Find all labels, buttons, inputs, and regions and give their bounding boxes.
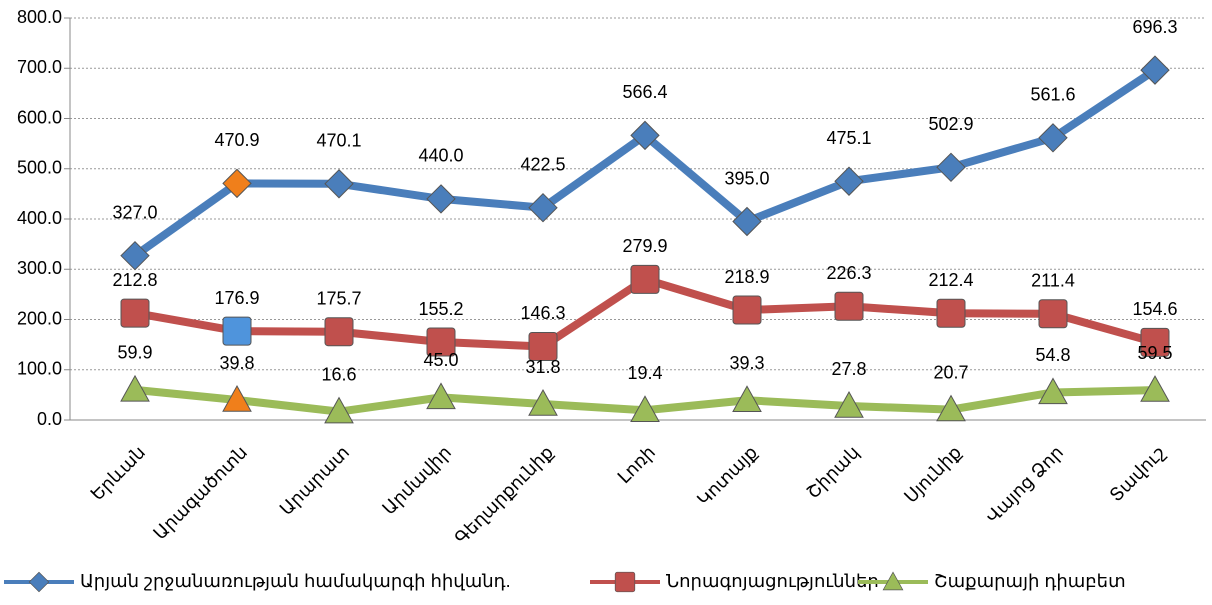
data-point — [528, 388, 558, 416]
x-tick-label: Արագածոտն — [150, 442, 252, 544]
data-point — [732, 295, 762, 325]
legend-symbol — [614, 571, 636, 593]
data-point — [426, 184, 456, 214]
data-point — [528, 331, 558, 361]
data-point — [834, 291, 864, 321]
data-point — [1038, 377, 1068, 405]
data-point — [936, 152, 966, 182]
data-label: 212.4 — [928, 270, 973, 290]
data-point — [426, 382, 456, 410]
data-label: 176.9 — [214, 288, 259, 308]
data-label: 155.2 — [418, 299, 463, 319]
data-label: 59.9 — [117, 343, 152, 363]
y-tick-label: 600.0 — [17, 107, 62, 127]
data-label: 696.3 — [1132, 17, 1177, 37]
data-point — [324, 169, 354, 199]
data-label: 218.9 — [724, 267, 769, 287]
data-label: 475.1 — [826, 128, 871, 148]
x-tick-label: Երևան — [87, 442, 149, 504]
data-label: 154.6 — [1132, 299, 1177, 319]
x-tick-label: Լոռի — [614, 442, 659, 487]
x-tick-label: Արարատ — [276, 442, 353, 519]
data-point — [120, 298, 150, 328]
data-point — [936, 394, 966, 422]
data-label: 175.7 — [316, 288, 361, 308]
data-point — [1038, 123, 1068, 153]
data-label: 54.8 — [1035, 345, 1070, 365]
data-point — [630, 120, 660, 151]
data-point — [426, 327, 456, 357]
x-tick-label: Տավուշ — [1106, 442, 1170, 506]
data-point — [120, 374, 150, 402]
data-label: 395.0 — [724, 168, 769, 188]
legend-marker — [614, 571, 636, 593]
legend-marker — [28, 571, 50, 593]
data-label: 45.0 — [423, 350, 458, 370]
data-label: 566.4 — [622, 82, 667, 102]
legend-label: Շաքարայի դիաբետ — [934, 571, 1126, 591]
data-point — [222, 316, 252, 346]
data-label: 27.8 — [831, 359, 866, 379]
x-tick-label: Կոտայք — [693, 442, 761, 510]
legend-symbol — [882, 571, 904, 591]
y-tick-label: 500.0 — [17, 158, 62, 178]
data-label: 470.9 — [214, 130, 259, 150]
data-point — [528, 192, 558, 223]
data-label: 31.8 — [525, 357, 560, 377]
legend-marker — [882, 571, 904, 591]
y-tick-label: 100.0 — [17, 359, 62, 379]
data-point — [324, 317, 354, 347]
data-point — [222, 168, 252, 199]
y-tick-label: 700.0 — [17, 57, 62, 77]
data-label: 211.4 — [1031, 271, 1075, 291]
y-tick-label: 800.0 — [17, 7, 62, 27]
x-tick-label: Շիրակ — [803, 442, 863, 502]
data-point — [834, 391, 864, 418]
data-label: 440.0 — [418, 146, 463, 166]
data-label: 20.7 — [933, 362, 968, 382]
data-label: 470.1 — [316, 131, 361, 151]
y-tick-label: 400.0 — [17, 208, 62, 228]
x-tick-label: Սյունիք — [900, 442, 965, 507]
data-point — [1140, 327, 1170, 357]
legend-symbol — [28, 571, 50, 593]
y-tick-label: 0.0 — [37, 409, 62, 429]
data-point — [1140, 55, 1170, 85]
y-tick-label: 200.0 — [17, 308, 62, 328]
x-tick-label: Արմավիր — [379, 442, 456, 519]
data-label: 39.3 — [729, 353, 764, 373]
data-point — [732, 206, 762, 237]
data-label: 561.6 — [1030, 85, 1075, 105]
data-label: 422.5 — [520, 154, 565, 174]
legend-label: Արյան շրջանառության համակարգի հիվանդ. — [80, 571, 511, 591]
data-label: 502.9 — [928, 114, 973, 134]
data-point — [1038, 299, 1068, 329]
data-point — [630, 395, 660, 422]
data-label: 39.8 — [219, 353, 254, 373]
data-label: 16.6 — [321, 364, 356, 384]
x-tick-label: Գեղարքունիք — [451, 442, 557, 548]
legend-label: Նորագոյացություններ — [666, 571, 879, 591]
data-point — [936, 298, 966, 328]
data-point — [1140, 375, 1170, 402]
data-label: 59.5 — [1137, 343, 1172, 363]
data-label: 226.3 — [826, 263, 871, 283]
data-label: 212.8 — [112, 270, 157, 290]
data-label: 279.9 — [622, 236, 667, 256]
data-point — [630, 264, 660, 294]
data-label: 19.4 — [627, 363, 662, 383]
data-point — [120, 240, 150, 271]
data-point — [834, 166, 864, 196]
x-tick-label: Վայոց Ձոր — [982, 442, 1067, 527]
data-label: 327.0 — [112, 202, 157, 222]
data-label: 146.3 — [520, 303, 565, 323]
data-point — [732, 385, 762, 412]
y-tick-label: 300.0 — [17, 258, 62, 278]
data-point — [222, 384, 252, 412]
data-point — [324, 396, 354, 424]
